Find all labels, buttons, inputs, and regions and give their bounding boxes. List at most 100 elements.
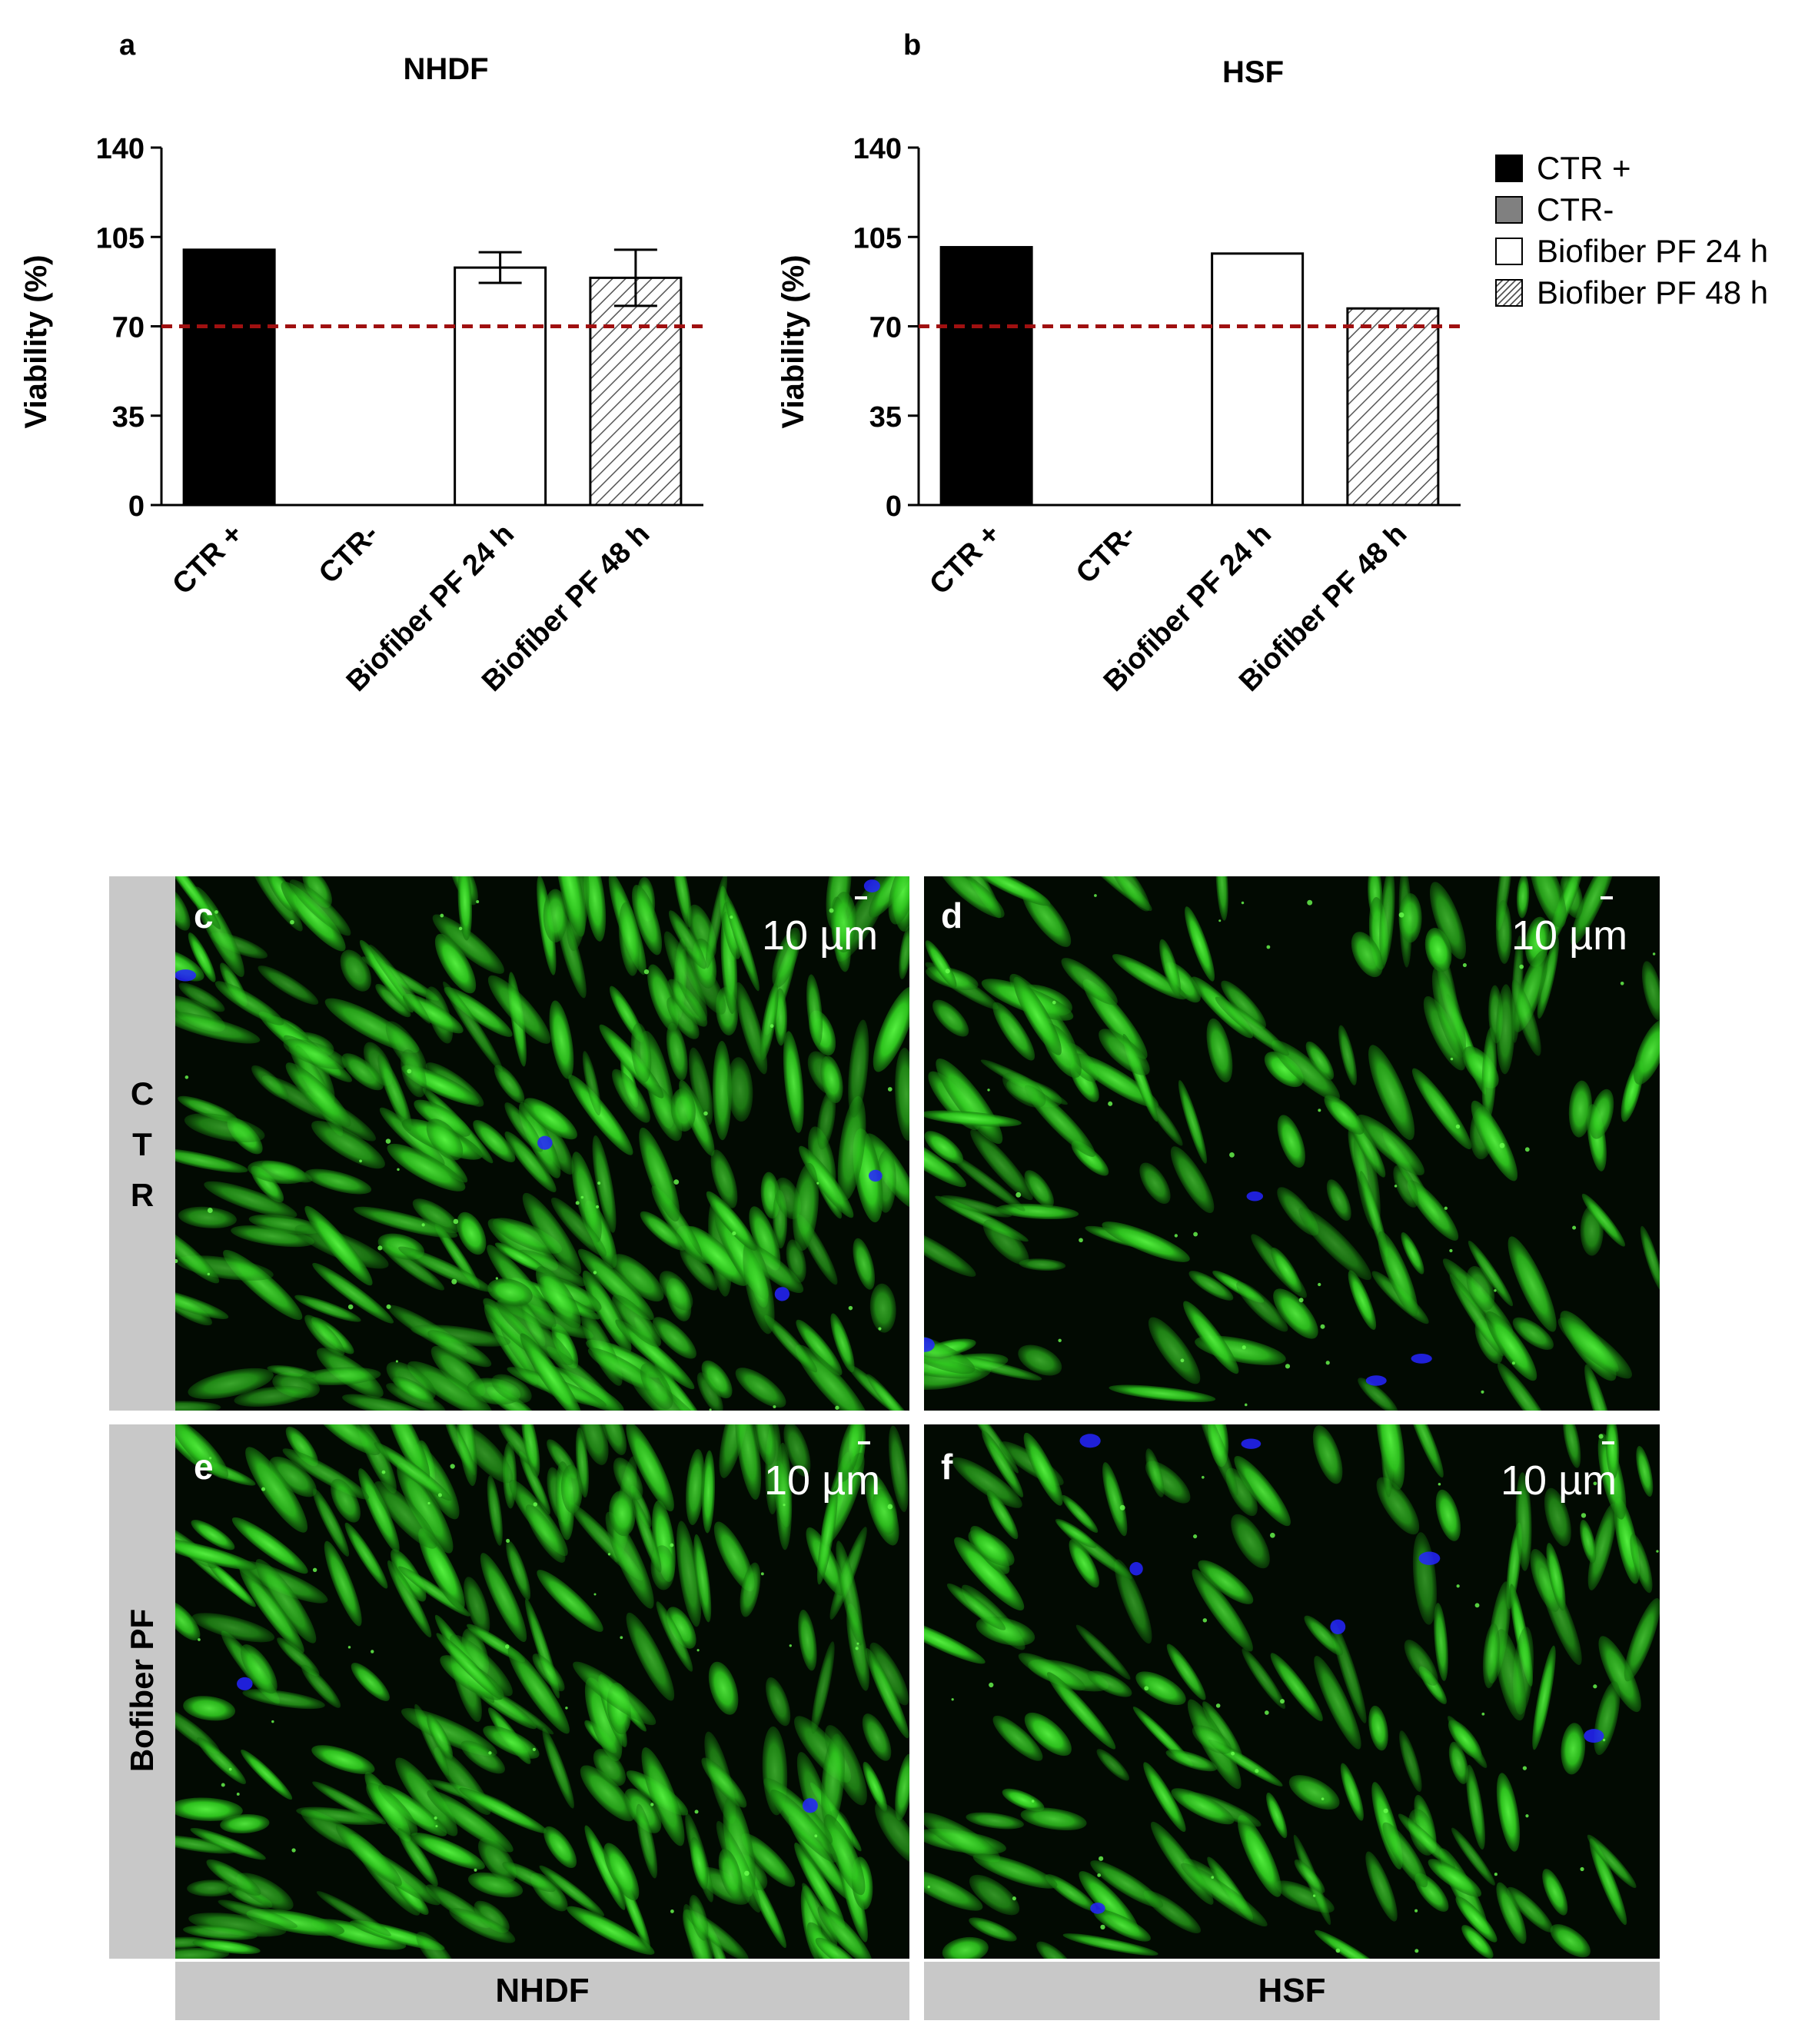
legend-label: Biofiber PF 48 h (1537, 274, 1769, 311)
cell (869, 1642, 909, 1706)
cell (175, 886, 191, 931)
cell (524, 1098, 577, 1140)
cell (783, 1424, 811, 1477)
cell (609, 1491, 636, 1537)
cell (772, 927, 801, 988)
cell (1471, 1100, 1518, 1182)
cell (1507, 1886, 1554, 1933)
cell (1102, 1221, 1190, 1262)
cell (1215, 996, 1289, 1056)
speck (1522, 1766, 1527, 1770)
cell (1496, 1882, 1527, 1944)
cell (426, 1118, 464, 1161)
cell (1061, 958, 1118, 1005)
cell (1099, 1029, 1150, 1075)
cell (300, 1367, 381, 1386)
cell (1304, 1615, 1343, 1656)
speck (175, 1258, 178, 1264)
cell (504, 1131, 557, 1192)
cell (1375, 1424, 1405, 1490)
speck (385, 1138, 391, 1144)
speck (395, 1360, 398, 1363)
cell (753, 1424, 776, 1466)
cell (670, 1088, 696, 1132)
speck (1099, 1856, 1104, 1861)
speck (1449, 1248, 1453, 1253)
cell (1271, 1040, 1340, 1101)
cell (358, 1468, 400, 1553)
cell (1468, 1240, 1514, 1307)
cell (1598, 1636, 1641, 1713)
cell (724, 893, 760, 992)
cell (1393, 1165, 1419, 1208)
speck (1192, 1534, 1198, 1539)
cell (706, 1191, 757, 1251)
nucleus (1411, 1354, 1432, 1364)
nucleus (237, 1677, 253, 1690)
cell (175, 1401, 221, 1411)
cell (427, 1790, 514, 1853)
cell (1466, 1266, 1495, 1311)
cell (895, 1753, 909, 1821)
speck (1285, 1364, 1291, 1369)
speck (407, 1069, 412, 1074)
cell (584, 1677, 623, 1761)
cell (504, 1102, 543, 1152)
cell (184, 1113, 265, 1143)
cell (374, 1442, 452, 1501)
cell (359, 939, 414, 1013)
cell (407, 1361, 493, 1411)
legend-label: CTR + (1537, 150, 1631, 186)
x-tick-label: CTR + (923, 518, 1006, 601)
speck (1094, 894, 1097, 897)
cell (1045, 1874, 1097, 1912)
cell (379, 1107, 445, 1166)
cell (663, 931, 708, 1021)
bar (589, 276, 683, 507)
speck (783, 1504, 786, 1507)
cell (542, 1728, 574, 1809)
cell (1020, 1807, 1087, 1830)
cell (924, 1870, 983, 1911)
cell (615, 1319, 695, 1390)
cell (1192, 1725, 1232, 1754)
speck (474, 1868, 477, 1872)
cell (1431, 966, 1467, 1058)
nucleus (1129, 1562, 1143, 1576)
cell (190, 1827, 266, 1860)
cell (491, 1374, 532, 1404)
cell (1411, 1068, 1472, 1150)
cell (626, 1612, 675, 1701)
cell (1326, 1179, 1351, 1221)
cell (175, 1225, 220, 1284)
speck (593, 1593, 597, 1596)
speck (221, 1783, 225, 1787)
cell (573, 1661, 657, 1726)
cell (626, 1424, 674, 1512)
speck (1218, 919, 1222, 922)
speck (703, 1111, 708, 1116)
speck (580, 1195, 584, 1199)
speck (607, 1553, 611, 1556)
speck (347, 1646, 351, 1649)
cell (444, 1424, 476, 1476)
cell (1448, 1741, 1469, 1784)
legend-item-ctr-pos: CTR + (1495, 148, 1768, 189)
cell (473, 1120, 516, 1162)
cell (580, 1765, 635, 1822)
speck (386, 1304, 391, 1309)
cell (366, 1783, 418, 1836)
cell (191, 1613, 275, 1643)
cell (1238, 1815, 1282, 1897)
cell (568, 1075, 633, 1155)
speck (1525, 1814, 1529, 1818)
cell (686, 1449, 705, 1525)
row-label-ctr-band: C T R (109, 876, 175, 1411)
cell (1571, 876, 1617, 946)
cell (701, 1360, 733, 1399)
x-tick-label: CTR- (313, 518, 385, 590)
speck (1414, 1909, 1418, 1913)
cell (457, 876, 473, 941)
speck (595, 1205, 600, 1209)
cell (183, 1696, 236, 1721)
